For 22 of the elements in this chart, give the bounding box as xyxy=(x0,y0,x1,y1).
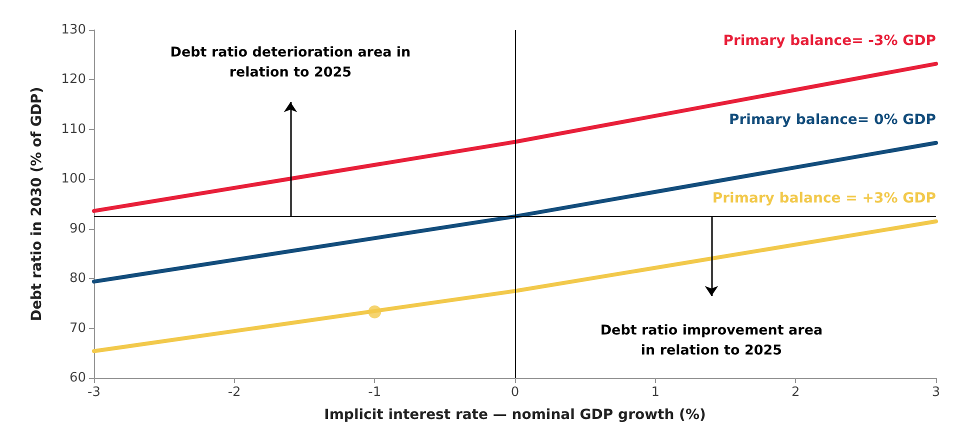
annotation: Debt ratio deterioration area in relation to 2025 xyxy=(170,44,411,80)
y-tick-label: 100 xyxy=(61,172,86,187)
y-tick-label: 110 xyxy=(61,122,86,137)
series-label: Primary balance = +3% GDP xyxy=(712,190,936,206)
y-tick-label: 70 xyxy=(69,320,86,336)
y-tick-label: 130 xyxy=(61,22,86,38)
y-tick-label: 90 xyxy=(69,221,86,236)
series-label: Primary balance= 0% GDP xyxy=(729,112,936,128)
x-tick-label: -3 xyxy=(88,385,100,400)
y-tick-label: 120 xyxy=(61,72,86,88)
y-tick-label: 60 xyxy=(69,370,86,386)
x-tick-label: 1 xyxy=(651,385,660,400)
annotation: Debt ratio improvement area in relation to 2025 xyxy=(600,322,823,359)
x-tick-label: -2 xyxy=(228,385,241,400)
x-axis-title: Implicit interest rate — nominal GDP growth (%) xyxy=(324,407,706,423)
x-tick-label: 2 xyxy=(792,385,800,400)
series-label: Primary balance= -3% GDP xyxy=(723,32,936,49)
x-tick-label: -1 xyxy=(368,385,382,400)
x-tick-label: 3 xyxy=(932,385,940,400)
y-tick-label: 80 xyxy=(69,271,86,286)
y-axis-title: Debt ratio in 2030 (% of GDP) xyxy=(29,86,45,322)
x-tick-label: 0 xyxy=(510,385,520,400)
